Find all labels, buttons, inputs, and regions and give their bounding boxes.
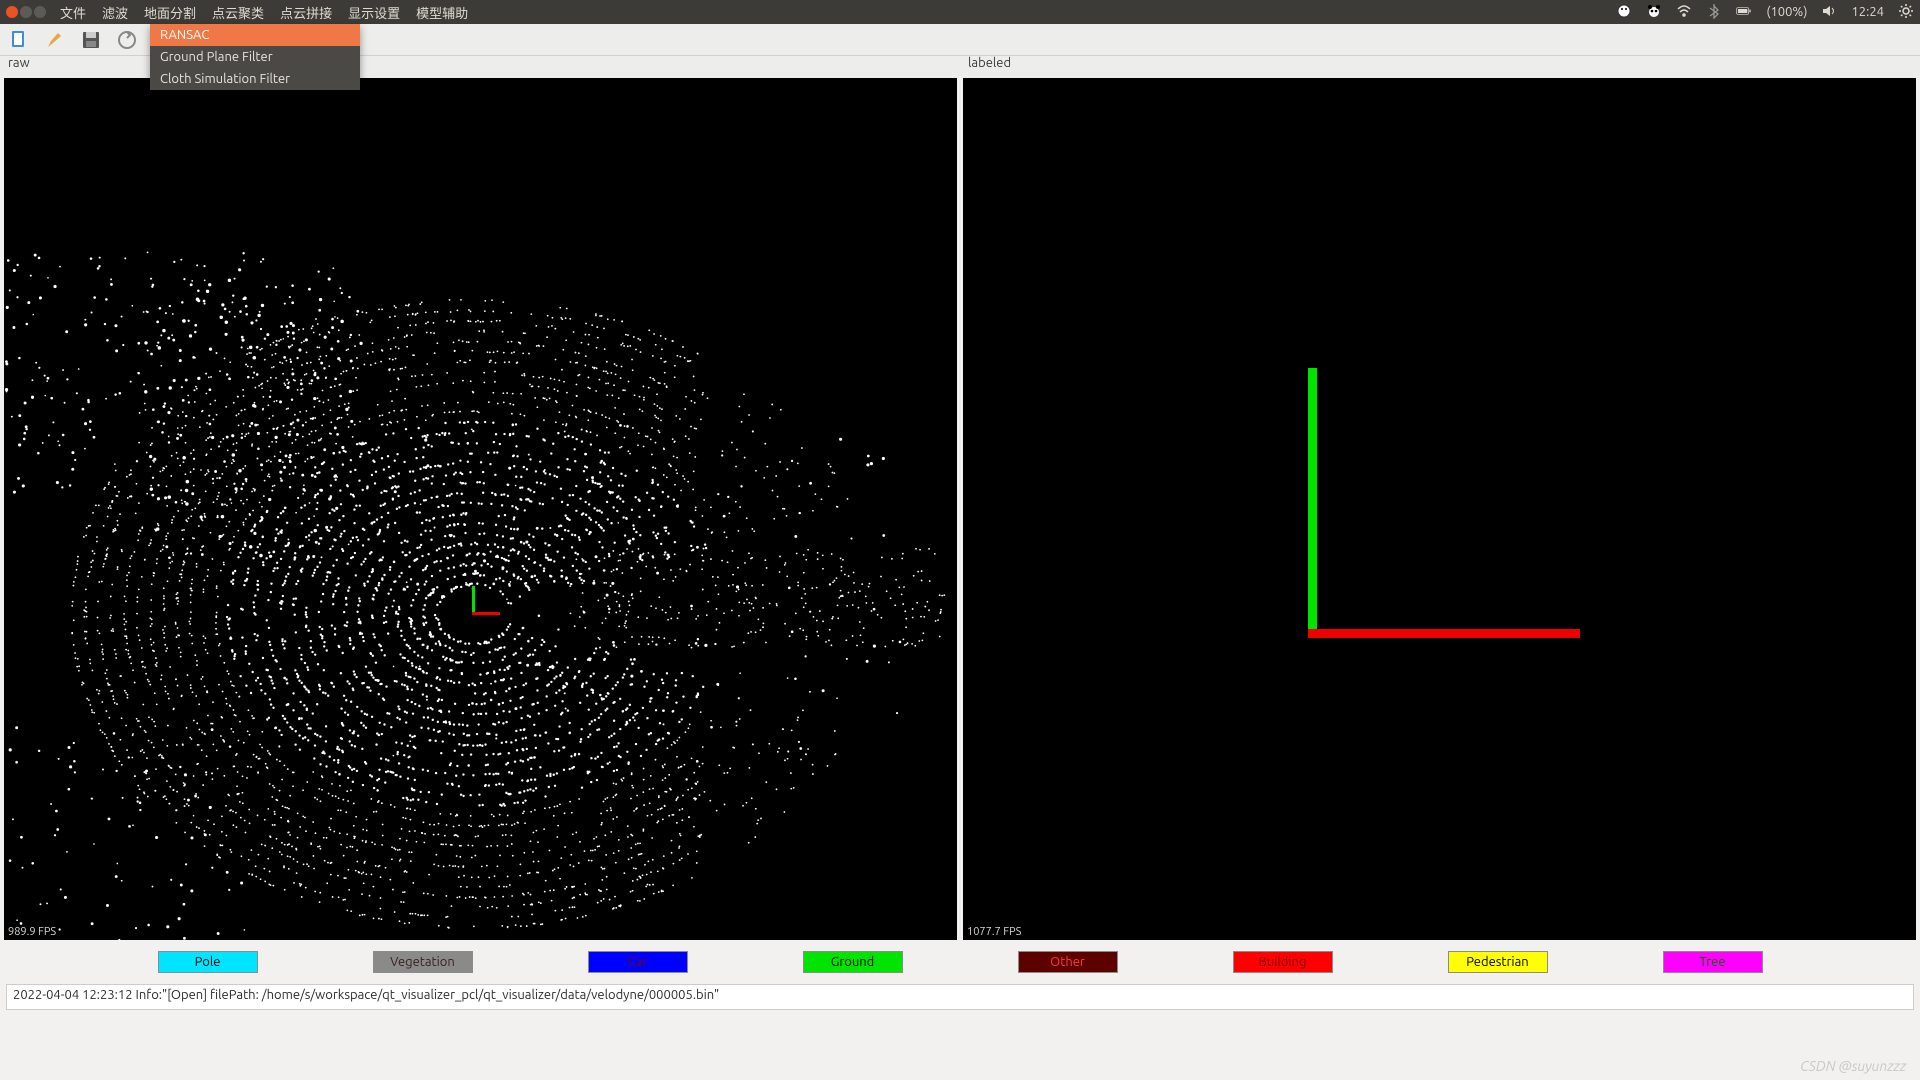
system-tray: (100%) 12:24 bbox=[1616, 0, 1914, 24]
penguin-icon bbox=[1616, 3, 1632, 22]
cat-building[interactable]: Building bbox=[1233, 951, 1333, 973]
axis-x-marker bbox=[472, 612, 500, 615]
point-cloud bbox=[4, 78, 957, 940]
menu-1[interactable]: 滤波 bbox=[94, 3, 136, 22]
app-menus: 文件滤波地面分割点云聚类点云拼接显示设置模型辅助 bbox=[52, 3, 476, 22]
menu-6[interactable]: 模型辅助 bbox=[408, 3, 476, 22]
dropdown-item-0[interactable]: RANSAC bbox=[150, 24, 360, 46]
menu-5[interactable]: 显示设置 bbox=[340, 3, 408, 22]
panda-icon bbox=[1646, 3, 1662, 22]
watermark: CSDN @suyunzzz bbox=[1800, 1058, 1906, 1074]
dropdown-item-2[interactable]: Cloth Simulation Filter bbox=[150, 68, 360, 90]
ground-seg-dropdown: RANSACGround Plane FilterCloth Simulatio… bbox=[150, 24, 360, 90]
right-panel-label: labeled bbox=[960, 56, 1920, 78]
cat-car[interactable]: Car bbox=[588, 951, 688, 973]
menu-3[interactable]: 点云聚类 bbox=[204, 3, 272, 22]
raw-viewport[interactable]: 989.9 FPS bbox=[4, 78, 957, 940]
volume-icon[interactable] bbox=[1821, 3, 1837, 22]
fps-right: 1077.7 FPS bbox=[967, 926, 1021, 938]
system-menubar: 文件滤波地面分割点云聚类点云拼接显示设置模型辅助 (100%) 12:24 bbox=[0, 0, 1920, 24]
menu-4[interactable]: 点云拼接 bbox=[272, 3, 340, 22]
window-controls bbox=[0, 6, 52, 18]
axis-y bbox=[1308, 368, 1317, 636]
status-bar: 2022-04-04 12:23:12 Info:"[Open] filePat… bbox=[6, 984, 1914, 1010]
battery-icon[interactable] bbox=[1736, 3, 1752, 22]
gear-icon[interactable] bbox=[1898, 3, 1914, 22]
menu-2[interactable]: 地面分割 bbox=[136, 3, 204, 22]
cat-pole[interactable]: Pole bbox=[158, 951, 258, 973]
battery-percent: (100%) bbox=[1766, 5, 1807, 19]
maximize-icon[interactable] bbox=[34, 6, 46, 18]
minimize-icon[interactable] bbox=[20, 6, 32, 18]
left-panel-label: raw bbox=[0, 56, 960, 78]
save-icon[interactable] bbox=[80, 29, 102, 51]
viewports: 989.9 FPS 1077.7 FPS bbox=[0, 78, 1920, 940]
brush-icon[interactable] bbox=[44, 29, 66, 51]
menu-0[interactable]: 文件 bbox=[52, 3, 94, 22]
fps-left: 989.9 FPS bbox=[8, 926, 56, 938]
cat-ground[interactable]: Ground bbox=[803, 951, 903, 973]
cat-pedestrian[interactable]: Pedestrian bbox=[1448, 951, 1548, 973]
new-file-icon[interactable] bbox=[8, 29, 30, 51]
cat-tree[interactable]: Tree bbox=[1663, 951, 1763, 973]
category-buttons: Pole Vegetation Car Ground Other Building Pede… bbox=[0, 940, 1920, 980]
axis-x bbox=[1308, 629, 1580, 638]
labeled-viewport[interactable]: 1077.7 FPS bbox=[963, 78, 1916, 940]
wifi-icon[interactable] bbox=[1676, 3, 1692, 22]
clock: 12:24 bbox=[1851, 5, 1884, 19]
cat-other[interactable]: Other bbox=[1018, 951, 1118, 973]
dropdown-item-1[interactable]: Ground Plane Filter bbox=[150, 46, 360, 68]
axis-y-marker bbox=[472, 586, 475, 614]
close-icon[interactable] bbox=[6, 6, 18, 18]
refresh-icon[interactable] bbox=[116, 29, 138, 51]
bluetooth-icon[interactable] bbox=[1706, 3, 1722, 22]
cat-vegetation[interactable]: Vegetation bbox=[373, 951, 473, 973]
